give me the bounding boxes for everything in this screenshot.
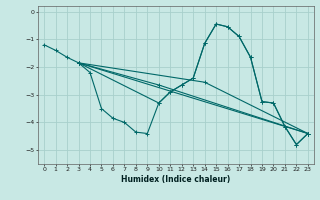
X-axis label: Humidex (Indice chaleur): Humidex (Indice chaleur) [121, 175, 231, 184]
